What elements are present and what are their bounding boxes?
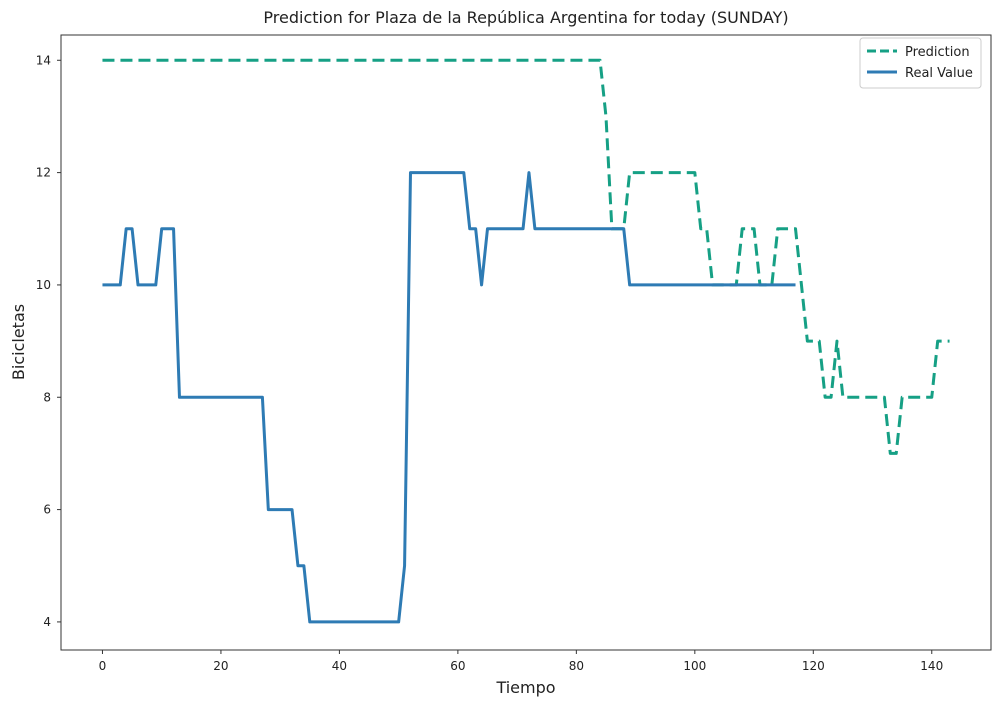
series-line-prediction [102,58,950,455]
x-tick-label: 80 [569,659,584,673]
x-tick-label: 120 [802,659,825,673]
series-layer [102,58,950,624]
x-tick-label: 140 [920,659,943,673]
x-tick-label: 60 [450,659,465,673]
series-line-real-value [102,171,796,624]
y-tick-label: 4 [43,615,51,629]
y-tick-label: 6 [43,503,51,517]
legend-label-real-value: Real Value [905,66,973,81]
y-axis-label: Bicicletas [9,304,28,380]
y-axis-ticks: 4 6 8 10 12 14 [36,53,61,629]
x-axis-ticks: 0 20 40 60 80 100 120 140 [99,650,943,673]
x-tick-label: 100 [683,659,706,673]
x-axis-label: Tiempo [495,678,555,697]
plot-area [60,34,992,651]
legend: Prediction Real Value [859,37,982,89]
y-tick-label: 10 [36,278,51,292]
y-tick-label: 14 [36,53,51,67]
x-tick-label: 0 [99,659,107,673]
y-tick-label: 12 [36,166,51,180]
y-tick-label: 8 [43,390,51,404]
legend-box [859,37,982,89]
x-tick-label: 20 [213,659,228,673]
x-tick-label: 40 [332,659,347,673]
chart-title: Prediction for Plaza de la República Arg… [263,8,788,27]
legend-label-prediction: Prediction [905,45,970,60]
